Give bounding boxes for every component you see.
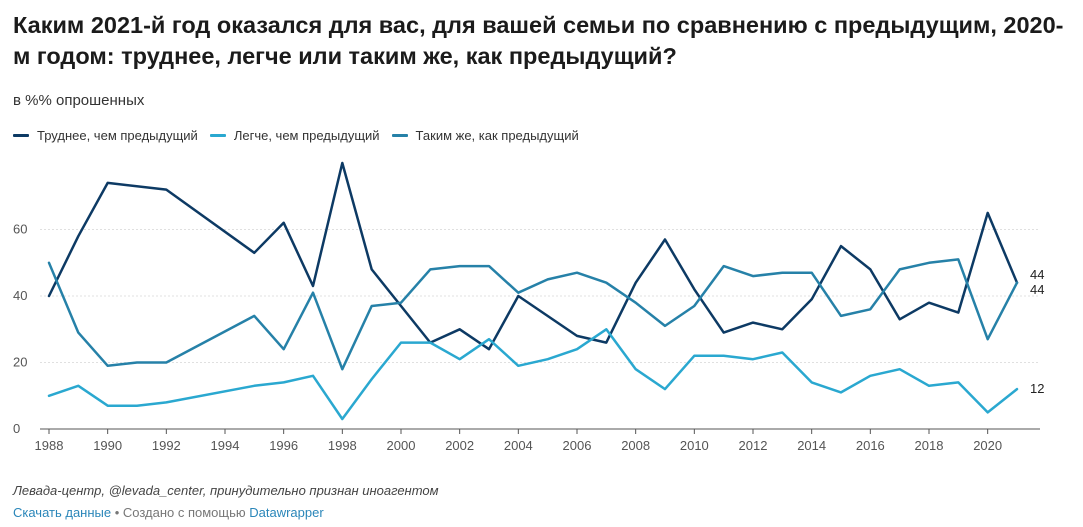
y-tick-label-0: 0 bbox=[13, 421, 20, 436]
legend-swatch-easier bbox=[209, 134, 226, 137]
source-note: Левада-центр, @levada_center, принудител… bbox=[13, 483, 439, 498]
line-chart: 0 20 40 60 1988 1990 1992 1994 1996 1998 2000 2002 2… bbox=[13, 161, 1044, 453]
x-tick-label-1990: 1990 bbox=[93, 438, 122, 453]
x-tick-label-1994: 1994 bbox=[211, 438, 240, 453]
x-tick-label-2020: 2020 bbox=[973, 438, 1002, 453]
x-tick-label-1998: 1998 bbox=[328, 438, 357, 453]
chart-subtitle: в %% опрошенных bbox=[13, 92, 145, 109]
x-tick-label-2016: 2016 bbox=[856, 438, 885, 453]
end-label-same: 44 bbox=[1030, 282, 1044, 297]
datawrapper-link[interactable]: Datawrapper bbox=[249, 505, 324, 520]
y-tick-label-60: 60 bbox=[13, 222, 27, 237]
legend-label-harder: Труднее, чем предыдущий bbox=[37, 128, 198, 143]
x-tick-label-2000: 2000 bbox=[387, 438, 416, 453]
x-tick-label-2018: 2018 bbox=[915, 438, 944, 453]
legend-label-easier: Легче, чем предыдущий bbox=[233, 128, 380, 143]
footer-separator: • Создано с помощью bbox=[111, 505, 250, 520]
legend: Труднее, чем предыдущий Легче, чем преды… bbox=[13, 128, 591, 143]
y-tick-label-40: 40 bbox=[13, 288, 27, 303]
series-line-harder bbox=[47, 161, 1019, 351]
x-tick-label-2014: 2014 bbox=[797, 438, 826, 453]
series-line-same bbox=[47, 258, 1019, 371]
footer: Скачать данные • Создано с помощью Dataw… bbox=[13, 505, 324, 520]
x-tick-label-2012: 2012 bbox=[739, 438, 768, 453]
y-tick-label-20: 20 bbox=[13, 355, 27, 370]
x-tick-label-2002: 2002 bbox=[445, 438, 474, 453]
x-tick-label-2008: 2008 bbox=[621, 438, 650, 453]
x-tick-label-2006: 2006 bbox=[563, 438, 592, 453]
x-tick-label-2004: 2004 bbox=[504, 438, 533, 453]
x-tick-label-1992: 1992 bbox=[152, 438, 181, 453]
legend-swatch-harder bbox=[13, 134, 29, 137]
x-tick-label-1988: 1988 bbox=[35, 438, 64, 453]
legend-item-same: Таким же, как предыдущий bbox=[391, 128, 579, 143]
legend-item-harder: Труднее, чем предыдущий bbox=[13, 128, 198, 143]
end-label-easier: 12 bbox=[1030, 381, 1044, 396]
x-tick-label-2010: 2010 bbox=[680, 438, 709, 453]
download-data-link[interactable]: Скачать данные bbox=[13, 505, 112, 520]
chart-title: Каким 2021-й год оказался для вас, для в… bbox=[13, 12, 1064, 69]
legend-label-same: Таким же, как предыдущий bbox=[415, 128, 579, 143]
legend-item-easier: Легче, чем предыдущий bbox=[209, 128, 380, 143]
series-line-easier bbox=[47, 328, 1019, 421]
x-tick-label-1996: 1996 bbox=[269, 438, 298, 453]
end-label-harder: 44 bbox=[1030, 267, 1044, 282]
legend-swatch-same bbox=[391, 134, 408, 137]
